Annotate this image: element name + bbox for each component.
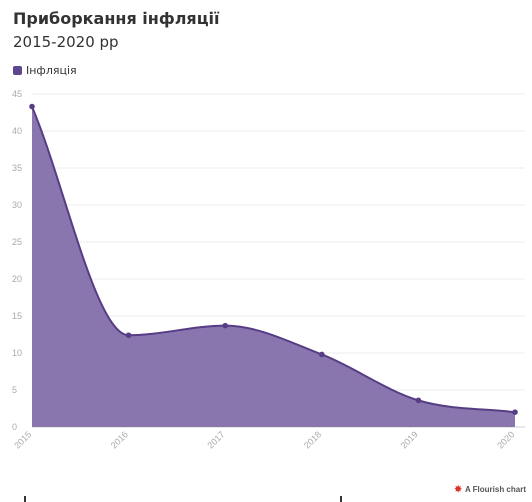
flourish-logo-icon: ✸	[454, 484, 462, 494]
data-point[interactable]	[125, 332, 132, 339]
chart-title: Приборкання інфляції	[13, 9, 220, 28]
legend-swatch	[13, 66, 22, 75]
y-tick-label: 0	[12, 422, 17, 432]
y-tick-label: 45	[12, 89, 22, 99]
legend-label: Інфляція	[26, 64, 77, 77]
y-tick-label: 20	[12, 274, 22, 284]
chart-subtitle: 2015-2020 рр	[13, 33, 119, 51]
x-axis-labels: 2015 2016 2017 2018 2019 2020	[12, 429, 516, 450]
flourish-credit[interactable]: ✸ A Flourish chart	[454, 484, 526, 495]
data-point[interactable]	[29, 103, 35, 110]
series-points	[29, 103, 518, 416]
bottom-edge-mark	[340, 496, 342, 502]
x-tick-label: 2016	[109, 429, 130, 450]
y-tick-label: 15	[12, 311, 22, 321]
x-tick-label: 2017	[205, 429, 226, 450]
y-axis-labels: 0 5 10 15 20 25 30 35 40 45	[12, 89, 22, 432]
data-point[interactable]	[512, 409, 518, 416]
y-tick-label: 40	[12, 126, 22, 136]
x-tick-label: 2019	[399, 429, 420, 450]
y-tick-label: 35	[12, 163, 22, 173]
y-tick-label: 25	[12, 237, 22, 247]
x-tick-label: 2015	[12, 429, 33, 450]
series-area	[32, 106, 515, 427]
x-tick-label: 2018	[302, 429, 323, 450]
data-point[interactable]	[319, 351, 325, 358]
x-tick-label: 2020	[495, 429, 516, 450]
data-point[interactable]	[415, 397, 422, 404]
y-tick-label: 10	[12, 348, 22, 358]
legend[interactable]: Інфляція	[13, 64, 77, 77]
bottom-edge-mark	[24, 496, 26, 502]
data-point[interactable]	[222, 322, 228, 329]
credit-text: A Flourish chart	[464, 485, 526, 494]
y-tick-label: 30	[12, 200, 22, 210]
y-tick-label: 5	[12, 385, 17, 395]
